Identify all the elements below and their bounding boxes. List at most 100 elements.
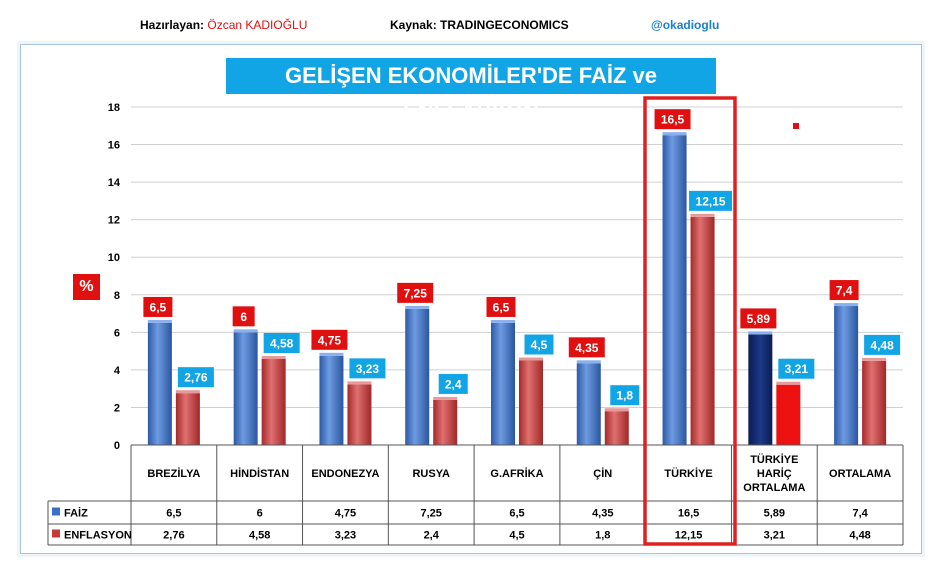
- data-label-bg-faiz: [486, 296, 516, 317]
- bar-top-faiz: [748, 331, 773, 335]
- bar-top-enflasyon: [347, 381, 372, 385]
- bar-top-enflasyon: [261, 355, 286, 359]
- data-label-faiz: 7,25: [404, 286, 428, 300]
- data-label-bg-faiz: [829, 280, 859, 301]
- bar-faiz: [491, 322, 515, 445]
- table-cell-faiz: 16,5: [678, 508, 699, 520]
- category-label: HARİÇ: [757, 467, 792, 480]
- y-tick-label: 18: [108, 102, 120, 114]
- marker-dot: [793, 123, 799, 129]
- data-label-bg-enflasyon: [177, 367, 214, 388]
- table-cell-faiz: 6: [257, 508, 263, 520]
- category-label: ÇİN: [593, 467, 612, 480]
- data-label-bg-enflasyon: [524, 334, 554, 355]
- table-cell-faiz: 5,89: [764, 508, 785, 520]
- y-tick-label: 14: [108, 177, 121, 189]
- y-tick-label: 12: [108, 215, 120, 227]
- bar-top-faiz: [662, 132, 687, 136]
- table-cell-enflasyon: 4,48: [849, 530, 870, 542]
- bar-faiz: [748, 334, 773, 445]
- bar-faiz: [405, 308, 430, 445]
- table-cell-enflasyon: 3,23: [335, 530, 356, 542]
- data-label-enflasyon: 1,8: [616, 389, 633, 403]
- y-tick-label: 0: [114, 440, 120, 452]
- bar-top-enflasyon: [862, 357, 887, 361]
- category-label: BREZİLYA: [147, 467, 200, 480]
- category-label: ENDONEZYA: [311, 468, 379, 480]
- table-cell-enflasyon: 1,8: [595, 530, 610, 542]
- data-label-enflasyon: 12,15: [696, 194, 726, 208]
- bar-top-faiz: [233, 329, 258, 333]
- turkiye-highlight-box: [643, 96, 737, 546]
- table-cell-faiz: 6,5: [509, 508, 524, 520]
- table-cell-enflasyon: 4,5: [509, 530, 524, 542]
- data-label-bg-enflasyon: [438, 373, 468, 394]
- category-label: TÜRKİYE: [750, 453, 798, 466]
- data-label-bg-faiz: [311, 329, 348, 350]
- y-tick-label: 4: [114, 365, 121, 377]
- data-label-enflasyon: 2,4: [445, 377, 462, 391]
- twitter-handle: @okadioglu: [651, 18, 720, 32]
- data-label-faiz: 5,89: [747, 312, 771, 326]
- data-label-enflasyon: 4,58: [270, 336, 294, 350]
- data-label-bg-faiz: [568, 337, 605, 358]
- data-label-bg-enflasyon: [689, 190, 733, 211]
- data-label-enflasyon: 4,48: [870, 338, 894, 352]
- data-label-bg-enflasyon: [778, 358, 815, 379]
- data-label-faiz: 7,4: [836, 284, 853, 298]
- data-label-bg-enflasyon: [349, 358, 386, 379]
- bar-top-faiz: [147, 319, 172, 323]
- bar-faiz: [319, 355, 344, 445]
- y-axis-ticks: 0 2 4 6 8 10 12 14 16 18: [108, 102, 121, 452]
- data-label-faiz: 6: [240, 310, 247, 324]
- legend-label-enflasyon: ENFLASYON: [64, 530, 132, 542]
- table-cell-enflasyon: 3,21: [764, 530, 785, 542]
- bar-faiz: [662, 135, 687, 445]
- bar-enflasyon: [776, 384, 801, 445]
- bar-enflasyon: [519, 360, 543, 445]
- data-label-bg-faiz: [143, 296, 173, 317]
- data-table: BREZİLYA HİNDİSTAN ENDONEZYA RUSYA G.AFRİKA Ç…: [47, 444, 904, 546]
- bar-top-enflasyon: [776, 381, 801, 385]
- bar-enflasyon: [604, 411, 629, 445]
- category-label: G.AFRİKA: [490, 467, 543, 480]
- data-label-bg-faiz: [397, 282, 434, 303]
- author-credit: Hazırlayan: Özcan KADIOĞLU: [140, 18, 307, 32]
- bars: [147, 132, 887, 445]
- data-label-faiz: 6,5: [150, 300, 167, 314]
- y-axis-label: %: [73, 274, 100, 300]
- y-tick-label: 2: [114, 402, 120, 414]
- bar-enflasyon: [690, 216, 715, 445]
- bar-top-faiz: [834, 303, 859, 307]
- table-cell-enflasyon: 4,58: [249, 530, 270, 542]
- data-label-enflasyon: 4,5: [531, 338, 548, 352]
- table-cell-faiz: 7,4: [852, 508, 868, 520]
- bar-enflasyon: [433, 399, 458, 445]
- legend-swatch-faiz: [52, 507, 60, 516]
- bar-top-faiz: [405, 305, 430, 309]
- bar-top-enflasyon: [175, 390, 200, 394]
- table-cell-faiz: 7,25: [421, 508, 442, 520]
- legend-label-faiz: FAİZ: [64, 507, 88, 520]
- category-label: ORTALAMA: [743, 482, 805, 494]
- bar-top-enflasyon: [604, 408, 629, 412]
- chart-title: GELİŞEN EKONOMİLER'DE FAİZ ve ENFLASYON: [226, 58, 716, 124]
- bar-enflasyon: [862, 360, 887, 445]
- data-label-faiz: 6,5: [493, 300, 510, 314]
- y-tick-label: 16: [108, 140, 120, 152]
- y-tick-label: 6: [114, 327, 120, 339]
- table-cell-faiz: 4,75: [335, 508, 356, 520]
- data-label-bg-faiz: [740, 308, 777, 329]
- bar-top-enflasyon: [519, 357, 543, 361]
- bar-top-enflasyon: [433, 396, 458, 400]
- y-tick-label: 8: [114, 290, 120, 302]
- table-cell-enflasyon: 12,15: [675, 530, 703, 542]
- table-cell-faiz: 4,35: [592, 508, 613, 520]
- bar-enflasyon: [261, 358, 286, 445]
- data-label-faiz: 4,75: [318, 333, 342, 347]
- data-label-enflasyon: 3,23: [356, 362, 380, 376]
- bar-top-faiz: [491, 319, 515, 323]
- legend-swatch-enflasyon: [52, 529, 60, 538]
- source-label: Kaynak: TRADINGECONOMICS: [390, 18, 569, 32]
- table-cell-faiz: 6,5: [166, 508, 181, 520]
